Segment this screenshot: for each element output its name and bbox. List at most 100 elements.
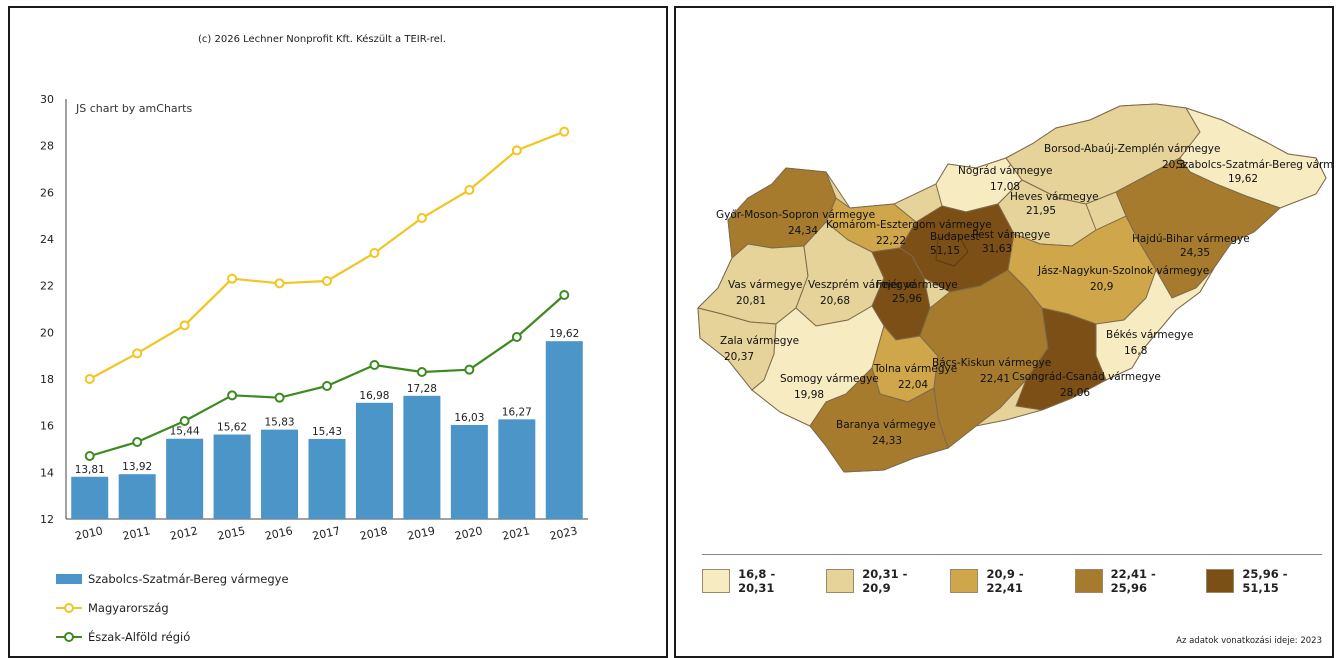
map-legend-item: 22,41 - 25,96 bbox=[1074, 567, 1191, 595]
label-vas-name: Vas vármegye bbox=[728, 279, 802, 291]
bar-value-label: 15,62 bbox=[217, 422, 247, 434]
legend-bar-swatch bbox=[56, 574, 82, 584]
map-legend-item: 20,9 - 22,41 bbox=[950, 567, 1058, 595]
label-komarom-value: 22,22 bbox=[876, 235, 906, 247]
series-point-1 bbox=[179, 320, 190, 331]
label-jasz-value: 20,9 bbox=[1090, 281, 1113, 293]
label-szabolcs-name: Szabolcs-Szatmár-Bereg vármegye bbox=[1176, 159, 1332, 171]
amcharts-credit[interactable]: JS chart by amCharts bbox=[76, 102, 193, 115]
y-tick-label: 18 bbox=[40, 373, 54, 386]
series-point-1 bbox=[559, 126, 570, 137]
county-bacs-kiskun[interactable] bbox=[919, 269, 1049, 449]
legend-item-hungary[interactable]: Magyarország bbox=[56, 601, 169, 615]
map-labels: Győr-Moson-Sopron vármegye 24,34 Komárom… bbox=[716, 143, 1332, 447]
label-hajdu-value: 24,35 bbox=[1180, 247, 1210, 259]
map-legend-swatch-2 bbox=[826, 569, 855, 593]
y-tick-label: 16 bbox=[40, 420, 54, 433]
label-veszprem-name: Veszprém vármegye bbox=[808, 279, 915, 291]
bar-value-label: 19,62 bbox=[549, 328, 579, 340]
y-tick-label: 30 bbox=[40, 93, 54, 106]
county-budapest[interactable] bbox=[935, 233, 969, 267]
bar bbox=[545, 341, 583, 519]
bar-value-label: 16,27 bbox=[502, 406, 532, 418]
bar-value-label: 16,98 bbox=[359, 390, 389, 402]
label-heves-name: Heves vármegye bbox=[1010, 191, 1099, 203]
map-legend-swatch-4 bbox=[1074, 569, 1103, 593]
label-pest-value: 31,63 bbox=[982, 243, 1012, 255]
series-point-2 bbox=[179, 416, 190, 426]
series-point-1 bbox=[322, 276, 332, 286]
hungary-map: Győr-Moson-Sopron vármegye 24,34 Komárom… bbox=[697, 103, 1332, 473]
bar bbox=[308, 438, 346, 519]
legend-item-region[interactable]: Észak-Alföld régió bbox=[56, 630, 190, 644]
label-tolna-name: Tolna vármegye bbox=[873, 363, 957, 375]
x-tick-label: 2019 bbox=[406, 524, 436, 543]
label-fejer-name: Fejér vármegye bbox=[876, 279, 958, 291]
bar-value-label: 15,83 bbox=[265, 417, 295, 429]
series-point-2 bbox=[511, 332, 522, 342]
bar-value-label: 15,44 bbox=[170, 426, 200, 438]
label-bekes-value: 16,8 bbox=[1124, 345, 1147, 357]
series-line-1 bbox=[89, 130, 565, 380]
legend-line-swatch-green bbox=[56, 632, 82, 642]
label-tolna-value: 22,04 bbox=[898, 379, 928, 391]
map-legend: 16,8 - 20,31 20,31 - 20,9 20,9 - 22,41 2… bbox=[702, 554, 1322, 595]
x-tick-label: 2017 bbox=[311, 524, 341, 543]
map-legend-item: 20,31 - 20,9 bbox=[826, 567, 934, 595]
map-panel: Győr-Moson-Sopron vármegye 24,34 Komárom… bbox=[674, 6, 1334, 658]
series-point-1 bbox=[416, 213, 427, 223]
legend-item-bar[interactable]: Szabolcs-Szatmár-Bereg vármegye bbox=[56, 572, 289, 586]
series-point-2 bbox=[274, 392, 285, 403]
label-nograd-value: 17,08 bbox=[990, 181, 1020, 193]
label-pest-name: Pest vármegye bbox=[972, 229, 1050, 241]
label-bekes-name: Békés vármegye bbox=[1106, 329, 1193, 341]
x-tick-label: 2010 bbox=[74, 524, 104, 543]
label-fejer-value: 25,96 bbox=[892, 293, 922, 305]
series-point-1 bbox=[369, 248, 380, 258]
county-baranya[interactable] bbox=[809, 367, 949, 473]
series-point-1 bbox=[464, 185, 475, 195]
series-point-1 bbox=[84, 374, 95, 384]
label-borsod-name: Borsod-Abaúj-Zemplén vármegye bbox=[1044, 143, 1220, 155]
label-somogy-name: Somogy vármegye bbox=[780, 373, 879, 385]
series-point-2 bbox=[369, 360, 380, 370]
chart-svg: 12 14 16 18 20 22 24 26 28 30 2010 2011 2012 2015 2016… bbox=[40, 93, 588, 543]
map-legend-label-1: 16,8 - 20,31 bbox=[738, 567, 776, 595]
legend-hungary-label: Magyarország bbox=[88, 601, 169, 615]
bar bbox=[355, 402, 393, 519]
x-tick-label: 2011 bbox=[121, 524, 151, 543]
map-legend-item: 25,96 - 51,15 bbox=[1206, 567, 1322, 595]
label-zala-name: Zala vármegye bbox=[720, 335, 799, 347]
map-legend-item: 16,8 - 20,31 bbox=[702, 567, 810, 595]
x-tick-label: 2016 bbox=[264, 524, 294, 543]
label-gyor-name: Győr-Moson-Sopron vármegye bbox=[716, 209, 875, 221]
y-tick-label: 26 bbox=[40, 186, 54, 199]
x-tick-label: 2012 bbox=[169, 524, 199, 543]
bar bbox=[71, 476, 109, 519]
label-borsod-value: 20,3 bbox=[1162, 159, 1185, 171]
map-legend-swatch-1 bbox=[702, 569, 731, 593]
series-point-2 bbox=[322, 381, 332, 391]
series-point-1 bbox=[511, 145, 522, 156]
bar-value-label: 16,03 bbox=[454, 412, 484, 424]
legend-line-swatch-yellow bbox=[56, 603, 82, 613]
label-nograd-name: Nógrád vármegye bbox=[958, 165, 1053, 177]
label-zala-value: 20,37 bbox=[724, 351, 754, 363]
label-bacs-value: 22,41 bbox=[980, 373, 1010, 385]
bar bbox=[403, 395, 441, 519]
bar bbox=[261, 429, 299, 519]
data-date-note: Az adatok vonatkozási ideje: 2023 bbox=[1176, 636, 1322, 646]
x-tick-label: 2018 bbox=[359, 524, 389, 543]
y-tick-label: 14 bbox=[40, 466, 54, 479]
label-csongrad-name: Csongrád-Csanád vármegye bbox=[1012, 371, 1161, 383]
series-point-1 bbox=[132, 348, 143, 359]
legend-bar-label: Szabolcs-Szatmár-Bereg vármegye bbox=[88, 572, 289, 586]
label-veszprem-value: 20,68 bbox=[820, 295, 850, 307]
label-baranya-name: Baranya vármegye bbox=[836, 419, 936, 431]
bar-value-label: 13,92 bbox=[122, 461, 152, 473]
label-szabolcs-value: 19,62 bbox=[1228, 173, 1258, 185]
county-csongrad[interactable] bbox=[1015, 307, 1107, 411]
label-jasz-name: Jász-Nagykun-Szolnok vármegye bbox=[1037, 265, 1209, 277]
series-point-2 bbox=[227, 390, 238, 401]
series-point-2 bbox=[84, 451, 95, 461]
